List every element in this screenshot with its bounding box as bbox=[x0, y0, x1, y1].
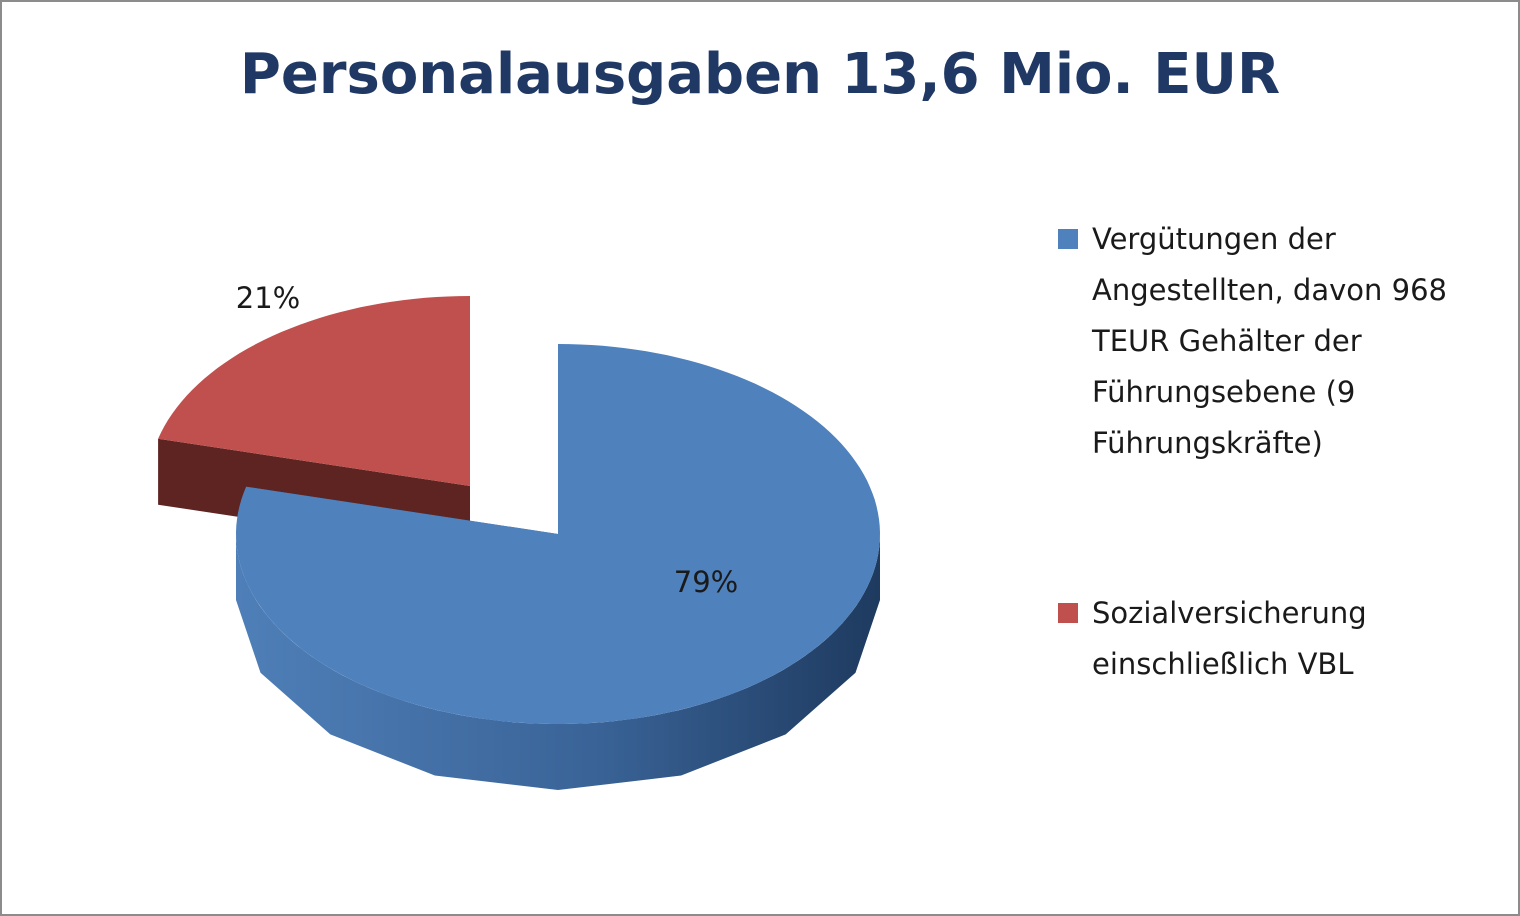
data-label-verguetungen: 79% bbox=[674, 565, 738, 599]
chart-title: Personalausgaben 13,6 Mio. EUR bbox=[239, 42, 1281, 107]
legend-swatch-verguetungen bbox=[1058, 229, 1078, 249]
pie-side-verguetungen bbox=[236, 534, 880, 790]
data-label-sozialversicherung: 21% bbox=[236, 281, 300, 315]
pie-slice-sozialversicherung bbox=[158, 296, 470, 486]
legend-swatch-sozialversicherung bbox=[1058, 603, 1078, 623]
chart-legend: Vergütungen der Angestellten, davon 968 … bbox=[1058, 214, 1498, 690]
legend-item-verguetungen: Vergütungen der Angestellten, davon 968 … bbox=[1058, 214, 1498, 469]
legend-item-sozialversicherung: Sozialversicherung einschließlich VBL bbox=[1058, 588, 1498, 690]
legend-label-verguetungen: Vergütungen der Angestellten, davon 968 … bbox=[1092, 222, 1447, 460]
pie-slice-verguetungen bbox=[236, 344, 880, 724]
legend-label-sozialversicherung: Sozialversicherung einschließlich VBL bbox=[1092, 596, 1367, 681]
